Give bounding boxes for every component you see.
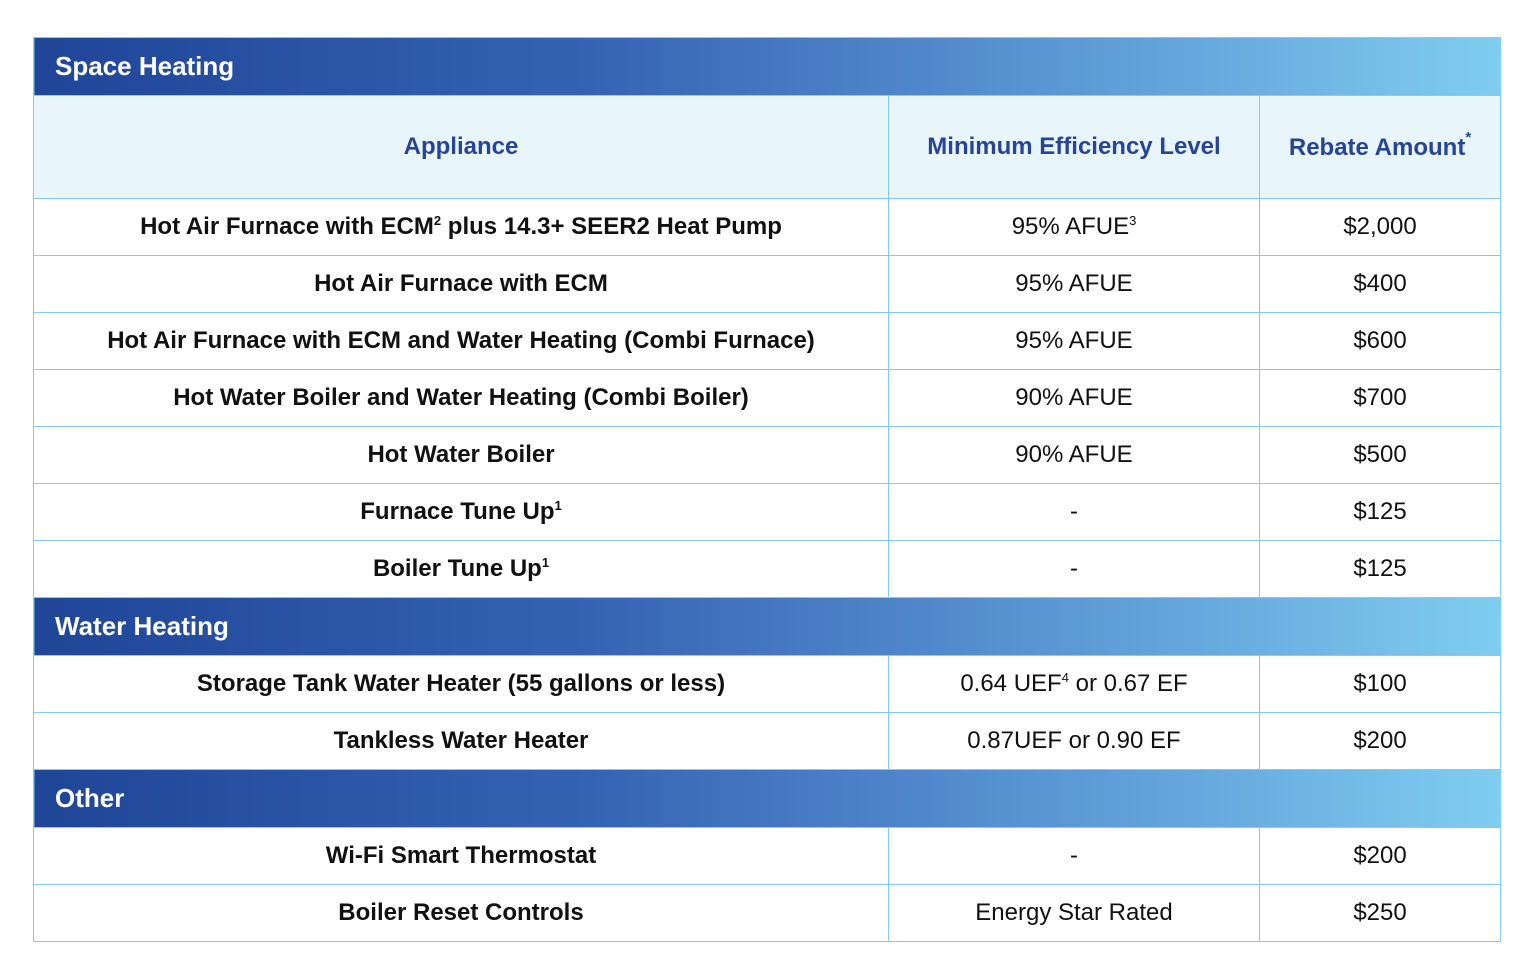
section-header-space-heating: Space Heating <box>32 37 1502 96</box>
column-header-appliance: Appliance <box>33 95 889 199</box>
table-row: Hot Air Furnace with ECM 95% AFUE $400 <box>33 255 1502 313</box>
appliance-cell: Hot Water Boiler <box>33 426 889 484</box>
efficiency-cell: 95% AFUE3 <box>888 198 1260 256</box>
rebate-cell: $200 <box>1258 712 1502 770</box>
efficiency-cell: 90% AFUE <box>888 426 1260 484</box>
rebate-cell: $125 <box>1258 483 1502 541</box>
efficiency-cell: 0.64 UEF4 or 0.67 EF <box>888 655 1260 713</box>
rebate-cell: $700 <box>1258 369 1502 427</box>
table-row: Boiler Reset Controls Energy Star Rated … <box>33 884 1502 942</box>
table-row: Hot Air Furnace with ECM and Water Heati… <box>33 312 1502 370</box>
efficiency-cell: - <box>888 540 1260 598</box>
footnote-marker: 1 <box>541 555 550 570</box>
rebate-table: Space Heating Appliance Minimum Efficien… <box>32 37 1502 942</box>
table-row: Hot Water Boiler 90% AFUE $500 <box>33 426 1502 484</box>
efficiency-cell: Energy Star Rated <box>888 884 1260 942</box>
section-header-other: Other <box>32 769 1502 828</box>
rebate-cell: $250 <box>1258 884 1502 942</box>
appliance-cell: Hot Water Boiler and Water Heating (Comb… <box>33 369 889 427</box>
rebate-cell: $200 <box>1258 827 1502 885</box>
section-title: Other <box>32 769 1502 828</box>
column-header-rebate: Rebate Amount* <box>1258 95 1502 199</box>
appliance-cell: Boiler Reset Controls <box>33 884 889 942</box>
rebate-cell: $100 <box>1258 655 1502 713</box>
table-row: Storage Tank Water Heater (55 gallons or… <box>33 655 1502 713</box>
table-row: Hot Air Furnace with ECM2 plus 14.3+ SEE… <box>33 198 1502 256</box>
rebate-cell: $400 <box>1258 255 1502 313</box>
rebate-cell: $125 <box>1258 540 1502 598</box>
footnote-marker: 1 <box>554 498 562 513</box>
efficiency-cell: 95% AFUE <box>888 312 1260 370</box>
table-row: Boiler Tune Up1 - $125 <box>33 540 1502 598</box>
appliance-cell: Hot Air Furnace with ECM and Water Heati… <box>33 312 889 370</box>
appliance-cell: Wi-Fi Smart Thermostat <box>33 827 889 885</box>
section-title: Water Heating <box>32 597 1502 656</box>
efficiency-cell: 90% AFUE <box>888 369 1260 427</box>
table-row: Tankless Water Heater 0.87UEF or 0.90 EF… <box>33 712 1502 770</box>
column-header-row: Appliance Minimum Efficiency Level Rebat… <box>33 95 1502 199</box>
appliance-cell: Boiler Tune Up1 <box>33 540 889 598</box>
rebate-cell: $500 <box>1258 426 1502 484</box>
table-row: Furnace Tune Up1 - $125 <box>33 483 1502 541</box>
appliance-cell: Furnace Tune Up1 <box>33 483 889 541</box>
asterisk-footnote-marker: * <box>1465 128 1472 146</box>
footnote-marker: 3 <box>1129 213 1137 228</box>
section-header-water-heating: Water Heating <box>32 597 1502 656</box>
column-header-efficiency: Minimum Efficiency Level <box>888 95 1260 199</box>
table-row: Wi-Fi Smart Thermostat - $200 <box>33 827 1502 885</box>
footnote-marker: 4 <box>1061 670 1069 685</box>
appliance-cell: Hot Air Furnace with ECM2 plus 14.3+ SEE… <box>33 198 889 256</box>
footnote-marker: 2 <box>433 213 442 228</box>
appliance-cell: Hot Air Furnace with ECM <box>33 255 889 313</box>
appliance-cell: Storage Tank Water Heater (55 gallons or… <box>33 655 889 713</box>
efficiency-cell: 95% AFUE <box>888 255 1260 313</box>
section-title: Space Heating <box>32 37 1502 96</box>
appliance-cell: Tankless Water Heater <box>33 712 889 770</box>
efficiency-cell: - <box>888 827 1260 885</box>
rebate-cell: $2,000 <box>1258 198 1502 256</box>
efficiency-cell: - <box>888 483 1260 541</box>
efficiency-cell: 0.87UEF or 0.90 EF <box>888 712 1260 770</box>
rebate-cell: $600 <box>1258 312 1502 370</box>
table-row: Hot Water Boiler and Water Heating (Comb… <box>33 369 1502 427</box>
